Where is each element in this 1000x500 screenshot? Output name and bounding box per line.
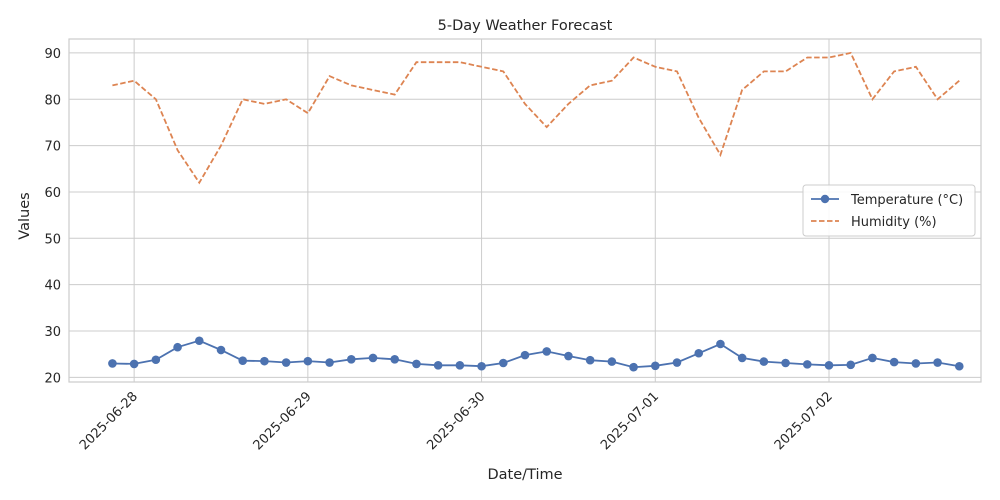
temperature-point bbox=[564, 351, 573, 361]
temperature-point bbox=[650, 361, 660, 371]
temperature-point bbox=[868, 353, 877, 363]
temperature-point bbox=[672, 358, 682, 367]
y-tick-label: 50 bbox=[44, 232, 61, 247]
temperature-point bbox=[108, 359, 117, 368]
y-tick-label: 40 bbox=[44, 279, 61, 294]
temperature-point bbox=[759, 357, 769, 366]
temperature-point bbox=[216, 345, 226, 355]
temperature-point bbox=[933, 358, 942, 367]
temperature-point bbox=[173, 342, 182, 352]
temperature-point bbox=[477, 361, 486, 371]
temperature-point bbox=[737, 353, 747, 363]
legend-humidity-label: Humidity (%) bbox=[851, 215, 937, 230]
temperature-point bbox=[694, 348, 704, 358]
y-tick-label: 20 bbox=[44, 371, 61, 386]
temperature-point bbox=[846, 360, 856, 370]
humidity-line bbox=[112, 51, 960, 185]
temperature-point bbox=[260, 356, 269, 366]
temperature-point bbox=[889, 357, 899, 367]
temperature-point bbox=[303, 356, 313, 366]
y-tick-label: 90 bbox=[44, 47, 61, 62]
temperature-point bbox=[716, 339, 725, 349]
y-tick-labels: 20 30 40 50 60 70 80 90 bbox=[44, 47, 61, 386]
temperature-point bbox=[585, 355, 595, 365]
temperature-point bbox=[325, 358, 334, 367]
temperature-point bbox=[520, 350, 530, 360]
x-axis-label: Date/Time bbox=[487, 467, 562, 483]
temperature-line bbox=[112, 339, 960, 369]
chart-title: 5-Day Weather Forecast bbox=[438, 18, 613, 34]
temperature-point bbox=[824, 361, 834, 370]
series-layer bbox=[108, 51, 964, 372]
temperature-point bbox=[629, 362, 638, 372]
y-tick-label: 30 bbox=[44, 325, 61, 340]
legend-temperature-label: Temperature (°C) bbox=[850, 193, 963, 208]
temperature-point bbox=[412, 359, 421, 369]
legend-box bbox=[802, 184, 976, 237]
temperature-point bbox=[238, 356, 248, 365]
temperature-point bbox=[542, 347, 552, 356]
temperature-point bbox=[954, 361, 964, 371]
y-tick-label: 80 bbox=[44, 93, 61, 108]
y-tick-label: 60 bbox=[44, 186, 61, 201]
y-axis-label: Values bbox=[17, 192, 33, 239]
legend: Temperature (°C) Humidity (%) bbox=[802, 184, 976, 237]
temperature-point bbox=[433, 361, 443, 370]
temperature-point bbox=[368, 353, 378, 363]
temperature-point bbox=[151, 355, 161, 365]
temperature-point bbox=[781, 358, 790, 368]
legend-temperature-marker bbox=[820, 194, 830, 204]
temperature-point bbox=[281, 358, 291, 367]
temperature-point bbox=[129, 359, 139, 369]
plot-frame bbox=[68, 38, 982, 383]
y-tick-label: 70 bbox=[44, 140, 61, 155]
temperature-point bbox=[194, 336, 204, 346]
temperature-point bbox=[911, 359, 921, 368]
temperature-point bbox=[802, 360, 812, 369]
temperature-point bbox=[346, 354, 356, 364]
temperature-point bbox=[390, 354, 400, 364]
temperature-point bbox=[607, 357, 617, 366]
temperature-point bbox=[498, 358, 508, 368]
temperature-point bbox=[455, 361, 465, 370]
